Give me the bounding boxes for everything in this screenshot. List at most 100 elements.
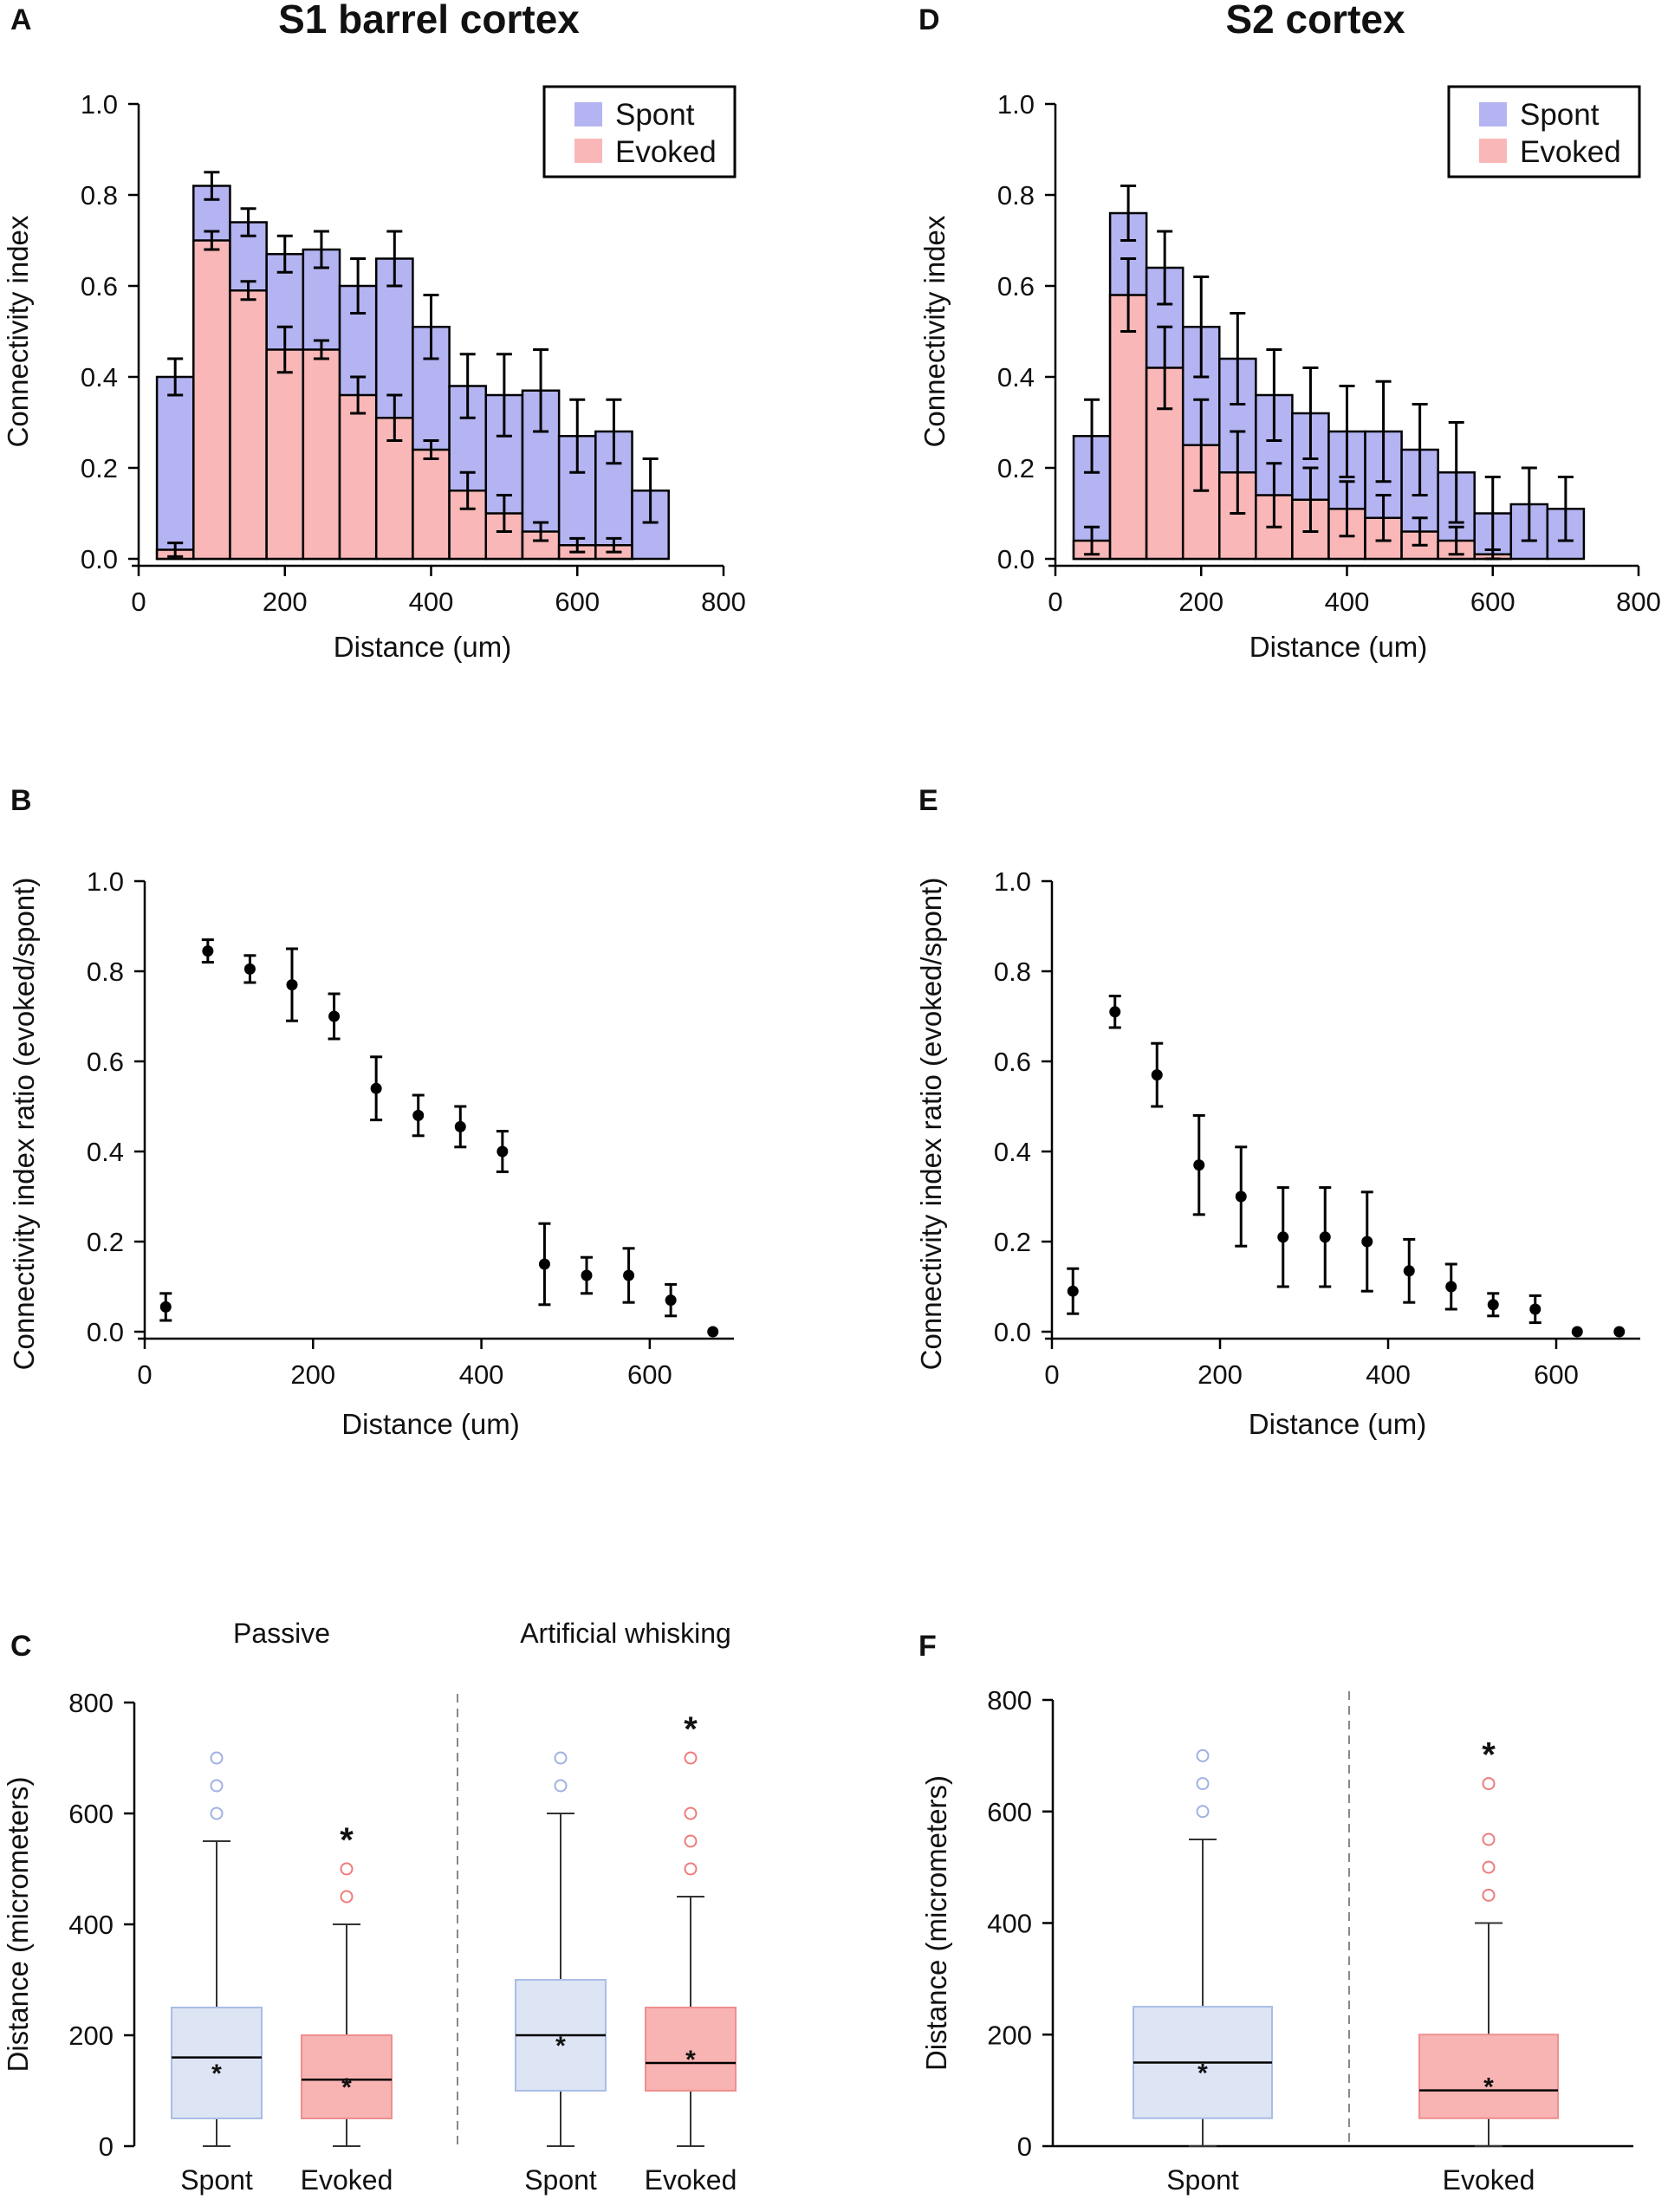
panel-d-y-tick-label: 1.0 (997, 89, 1035, 120)
panel-e-point (1361, 1236, 1373, 1248)
panel-d-bar-evoked (1181, 444, 1221, 561)
panel-c-outlier-spont (554, 1779, 568, 1793)
panel-c-box-spont (171, 2007, 263, 2119)
panel-a-y-tick-label: 0.4 (81, 362, 118, 392)
panel-e-point (1235, 1190, 1247, 1203)
panel-d-legend-label-evoked: Evoked (1520, 135, 1621, 169)
panel-a-y-tick-label: 0.8 (81, 180, 118, 211)
panel-b-x-tick-label: 200 (290, 1359, 335, 1390)
panel-a-legend-swatch-spont (574, 102, 602, 126)
panel-a-x-tick-label: 600 (555, 587, 600, 617)
panel-e-point (1277, 1231, 1289, 1243)
panel-a-bar-evoked (338, 393, 378, 561)
panel-e-point (1445, 1281, 1457, 1293)
panel-a-bar-evoked (192, 239, 231, 561)
panel-e-y-tick-label: 0.0 (994, 1317, 1031, 1347)
panel-e-y-label: Connectivity index ratio (evoked/spont) (915, 878, 947, 1371)
panel-f-outlier-evoked (1482, 1833, 1496, 1846)
panel-b-x-tick-label: 600 (627, 1359, 672, 1390)
panel-e-point (1319, 1231, 1331, 1243)
panel-b-x-tick-label: 400 (459, 1359, 504, 1390)
panel-d-x-tick-label: 200 (1178, 587, 1223, 617)
panel-e-point (1613, 1326, 1626, 1338)
panel-a-y-tick-label: 0.2 (81, 453, 118, 483)
panel-c-x-category-spont: Spont (180, 2164, 253, 2196)
panel-e-y-tick-label: 0.4 (994, 1137, 1031, 1167)
panel-c-outlier-evoked (684, 1862, 698, 1876)
panel-f-y-tick-label: 800 (987, 1685, 1032, 1716)
panel-d-y-tick-label: 0.6 (997, 271, 1035, 302)
panel-b-y-tick-label: 1.0 (87, 866, 124, 897)
panel-b-point (328, 1010, 341, 1022)
panel-a-bar-evoked (302, 348, 341, 561)
panel-d-y-tick-label: 0.4 (997, 362, 1035, 392)
panel-f-box-evoked (1418, 2034, 1559, 2119)
panel-c-outlier-spont (210, 1779, 224, 1793)
panel-c-x-category-evoked: Evoked (645, 2164, 737, 2196)
panel-e-point (1529, 1303, 1541, 1315)
panel-b-chart: 0.0 0.2 0.4 0.6 0.8 1.0 0 200 400 600 Distance (um… (8, 866, 734, 1440)
panel-c-significance-star: * (684, 1710, 698, 1748)
panel-d-bar-evoked (1108, 294, 1148, 561)
panel-label-f: F (918, 1630, 937, 1663)
panel-c-mean-marker: * (211, 2060, 222, 2088)
panel-b-y-tick-label: 0.6 (87, 1047, 124, 1077)
panel-f-y-tick-label: 600 (987, 1797, 1032, 1827)
panel-e-point (1403, 1265, 1415, 1277)
panel-d-legend-swatch-evoked (1479, 139, 1507, 163)
panel-b-x-tick-label: 0 (137, 1359, 152, 1390)
panel-a-legend-label-evoked: Evoked (615, 135, 717, 169)
panel-c-group-title: Passive (233, 1618, 330, 1649)
panel-b-point (243, 963, 256, 975)
panel-a-bar-evoked (229, 289, 268, 561)
panel-b-point (159, 1301, 172, 1313)
panel-e-point (1151, 1069, 1163, 1081)
panel-e-point (1487, 1299, 1499, 1311)
panel-b-point (202, 945, 214, 957)
panel-e-point (1193, 1159, 1205, 1171)
panel-f-mean-marker: * (1483, 2073, 1494, 2102)
panel-c-outlier-evoked (340, 1890, 354, 1904)
panel-f-x-category-spont: Spont (1166, 2164, 1239, 2196)
panel-c-mean-marker: * (685, 2046, 696, 2074)
panel-d-y-tick-label: 0.2 (997, 453, 1035, 483)
panel-c-box-evoked (301, 2034, 393, 2119)
panel-e-point (1067, 1285, 1079, 1297)
panel-c-chart: 0 200 400 600 800 Distance (micrometers) Passi… (2, 1618, 737, 2196)
panel-a-legend-swatch-evoked (574, 139, 602, 163)
panel-f-y-tick-label: 0 (1017, 2131, 1032, 2162)
panel-b-y-label: Connectivity index ratio (evoked/spont) (8, 878, 40, 1371)
panel-e-y-tick-label: 0.6 (994, 1047, 1031, 1077)
panel-f-outlier-spont (1196, 1748, 1210, 1762)
panel-f-y-label: Distance (micrometers) (920, 1775, 952, 2071)
chart-layer: 0.0 0.2 0.4 0.6 0.8 1.0 0 200 400 600 800 Distance … (2, 85, 1661, 2196)
panel-a-bar-evoked (412, 448, 451, 561)
panel-c-mean-marker: * (555, 2032, 566, 2060)
panel-c-outlier-spont (210, 1807, 224, 1820)
panel-b-point (370, 1082, 382, 1094)
panel-a-x-tick-label: 800 (701, 587, 746, 617)
panel-d-x-tick-label: 0 (1048, 587, 1062, 617)
panel-f-chart: 0 200 400 600 800 Distance (micrometers) * Spon… (920, 1685, 1633, 2196)
panel-c-y-label: Distance (micrometers) (2, 1776, 34, 2072)
panel-c-group-title: Artificial whisking (520, 1618, 731, 1649)
panel-c-outlier-evoked (684, 1807, 698, 1820)
panel-f-y-tick-label: 400 (987, 1909, 1032, 1939)
panel-c-outlier-evoked (684, 1834, 698, 1848)
panel-c-mean-marker: * (341, 2073, 352, 2102)
panel-label-c: C (10, 1630, 32, 1663)
panel-d-x-label: Distance (um) (1249, 631, 1427, 663)
panel-b-point (665, 1294, 677, 1307)
title-left: S1 barrel cortex (278, 0, 580, 42)
panel-e-chart: 0.0 0.2 0.4 0.6 0.8 1.0 0 200 400 600 Distance (um… (915, 866, 1640, 1440)
panel-f-y-tick-label: 200 (987, 2020, 1032, 2050)
panel-b-point (538, 1258, 550, 1270)
panel-f-outlier-spont (1196, 1805, 1210, 1819)
panel-a-y-tick-label: 1.0 (81, 89, 118, 120)
panel-a-x-tick-label: 400 (409, 587, 454, 617)
panel-c-box-evoked (645, 2007, 737, 2092)
panel-e-x-label: Distance (um) (1249, 1408, 1426, 1440)
panel-f-outlier-evoked (1482, 1860, 1496, 1874)
panel-e-x-tick-label: 200 (1197, 1359, 1243, 1390)
panel-b-x-label: Distance (um) (341, 1408, 519, 1440)
